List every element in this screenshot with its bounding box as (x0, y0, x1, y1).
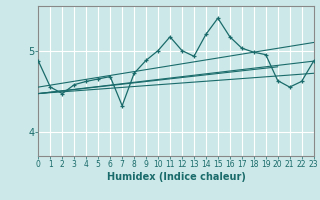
X-axis label: Humidex (Indice chaleur): Humidex (Indice chaleur) (107, 172, 245, 182)
